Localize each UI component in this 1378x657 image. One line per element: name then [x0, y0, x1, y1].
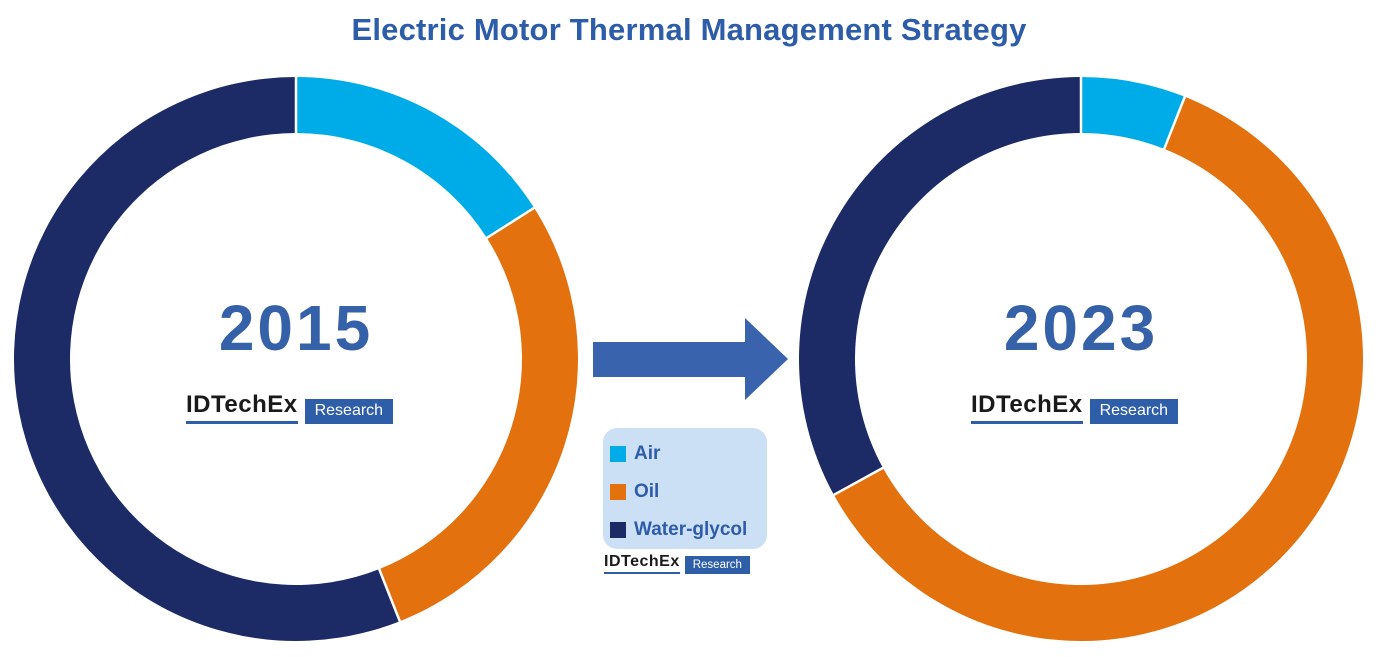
research-badge: Research	[1089, 399, 1179, 424]
idtechex-research-logo-small: IDTechEx Research	[604, 553, 750, 574]
oil-swatch-icon	[610, 483, 626, 500]
chart-title: Electric Motor Thermal Management Strate…	[351, 12, 1027, 47]
idtechex-wordmark: IDTechEx	[186, 391, 298, 424]
research-badge: Research	[684, 556, 750, 574]
air-swatch-icon	[610, 445, 626, 462]
donut-chart-2015	[13, 76, 578, 641]
idtechex-wordmark: IDTechEx	[604, 553, 680, 574]
research-badge: Research	[304, 399, 394, 424]
year-label-2023: 2023	[1003, 292, 1159, 364]
legend-item-water-glycol: Water-glycol	[610, 516, 761, 543]
legend: Air Oil Water-glycol	[603, 428, 767, 549]
idtechex-research-logo: IDTechEx Research	[971, 391, 1179, 424]
legend-item-oil: Oil	[610, 478, 761, 505]
legend-item-air: Air	[610, 440, 761, 467]
year-label-2015: 2015	[218, 292, 374, 364]
idtechex-research-logo: IDTechEx Research	[186, 391, 394, 424]
legend-label: Water-glycol	[634, 519, 748, 540]
right-arrow-icon	[593, 318, 788, 400]
donut-chart-2023	[799, 76, 1363, 641]
water-glycol-swatch-icon	[610, 521, 626, 538]
legend-label: Air	[634, 443, 661, 464]
legend-label: Oil	[634, 481, 660, 502]
idtechex-wordmark: IDTechEx	[971, 391, 1083, 424]
